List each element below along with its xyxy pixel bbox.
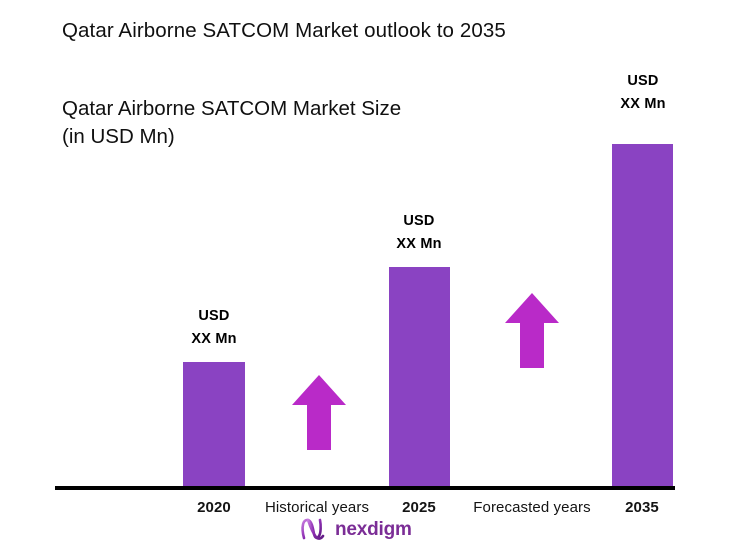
x-axis-label-forecasted-years: Forecasted years bbox=[473, 499, 591, 516]
bar-value-label-2020: USD XX Mn bbox=[154, 305, 274, 351]
bar-value-label-2020-line1: USD bbox=[198, 308, 230, 324]
page-title: Qatar Airborne SATCOM Market outlook to … bbox=[62, 19, 506, 42]
chart-subtitle-line1: Qatar Airborne SATCOM Market Size bbox=[62, 97, 402, 120]
bar-2025 bbox=[389, 267, 450, 488]
x-axis-line bbox=[55, 486, 675, 490]
nexdigm-logo: nexdigm bbox=[300, 515, 412, 543]
bar-value-label-2035: USD XX Mn bbox=[583, 70, 703, 116]
growth-arrow-historical-icon bbox=[292, 375, 346, 450]
chart-subtitle-line2: (in USD Mn) bbox=[62, 125, 175, 148]
bar-2035 bbox=[612, 144, 673, 488]
x-axis-labels: 2020 Historical years 2025 Forecasted ye… bbox=[0, 499, 729, 521]
bar-value-label-2035-line2: XX Mn bbox=[620, 96, 666, 112]
bar-value-label-2025-line1: USD bbox=[403, 213, 435, 229]
x-axis-label-2025: 2025 bbox=[402, 499, 436, 516]
bar-value-label-2025-line2: XX Mn bbox=[396, 236, 442, 252]
bar-value-label-2035-line1: USD bbox=[627, 73, 659, 89]
x-axis-label-historical-years: Historical years bbox=[264, 499, 370, 516]
bar-2020 bbox=[183, 362, 245, 488]
chart-subtitle: Qatar Airborne SATCOM Market Size (in US… bbox=[62, 95, 401, 151]
nexdigm-wave-n-icon bbox=[300, 517, 328, 541]
growth-arrow-forecast-icon bbox=[505, 293, 559, 368]
bar-value-label-2020-line2: XX Mn bbox=[191, 331, 237, 347]
x-axis-label-2020: 2020 bbox=[197, 499, 231, 516]
bar-value-label-2025: USD XX Mn bbox=[359, 210, 479, 256]
x-axis-label-2035: 2035 bbox=[625, 499, 659, 516]
nexdigm-logo-text: nexdigm bbox=[335, 518, 412, 540]
